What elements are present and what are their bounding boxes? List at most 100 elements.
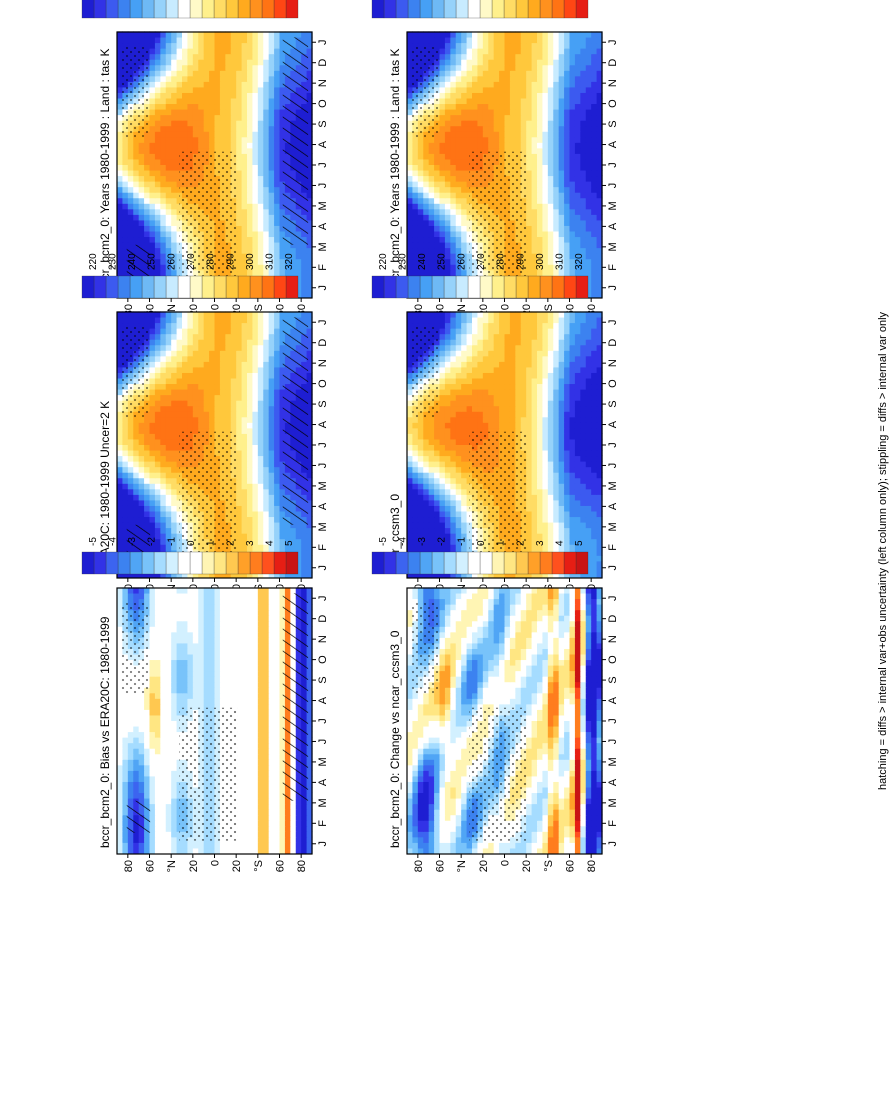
heatmap-cell [263, 136, 270, 143]
heatmap-cell [154, 731, 161, 738]
heatmap-cell [274, 797, 281, 805]
heatmap-cell [209, 64, 216, 71]
heatmap-cell [192, 53, 199, 60]
heatmap-cell [257, 103, 264, 110]
heatmap-cell [247, 472, 254, 479]
heatmap-cell [160, 759, 167, 766]
heatmap-cell [225, 97, 232, 105]
heatmap-cell [252, 742, 259, 749]
heatmap-cell [241, 169, 248, 177]
heatmap-cell [230, 75, 237, 82]
heatmap-cell [154, 247, 161, 254]
heatmap-cell [225, 339, 232, 346]
heatmap-cell [154, 383, 161, 390]
heatmap-cell [133, 698, 140, 705]
heatmap-cell [241, 731, 248, 738]
heatmap-cell [160, 422, 167, 429]
heatmap-cell [252, 92, 259, 99]
heatmap-cell [301, 803, 308, 810]
heatmap-cell [165, 648, 172, 655]
heatmap-cell [257, 527, 264, 534]
heatmap-cell [160, 803, 167, 810]
heatmap-cell [247, 192, 254, 199]
heatmap-cell [127, 499, 134, 506]
heatmap-cell [306, 258, 313, 265]
heatmap-cell [171, 59, 178, 66]
heatmap-cell [154, 753, 161, 760]
heatmap-cell [122, 192, 129, 199]
heatmap-cell [171, 344, 178, 351]
heatmap-cell [268, 388, 275, 396]
heatmap-cell [192, 698, 199, 705]
heatmap-cell [247, 333, 254, 340]
heatmap-cell [263, 383, 270, 390]
heatmap-cell [219, 366, 226, 373]
heatmap-cell [171, 339, 178, 346]
heatmap-cell [117, 698, 124, 705]
heatmap-cell [154, 125, 161, 132]
heatmap-cell [241, 814, 248, 821]
heatmap-cell [268, 444, 275, 451]
heatmap-cell [176, 339, 183, 346]
heatmap-cell [149, 103, 156, 110]
heatmap-cell [236, 344, 243, 351]
heatmap-cell [257, 831, 264, 838]
heatmap-cell [171, 164, 178, 171]
heatmap-cell [252, 659, 259, 666]
heatmap-cell [154, 792, 161, 799]
heatmap-cell [117, 225, 124, 232]
heatmap-cell [127, 169, 134, 177]
heatmap-cell [144, 709, 151, 716]
heatmap-cell [165, 461, 172, 468]
heatmap-cell [149, 192, 156, 199]
heatmap-cell [268, 169, 275, 177]
heatmap-cell [252, 114, 259, 121]
heatmap-cell [133, 714, 140, 721]
heatmap-cell [236, 48, 243, 55]
heatmap-cell [274, 361, 281, 368]
heatmap-cell [241, 714, 248, 721]
heatmap-cell [122, 792, 129, 799]
heatmap-cell [263, 411, 270, 418]
heatmap-cell [165, 731, 172, 738]
heatmap-cell [263, 753, 270, 760]
heatmap-cell [133, 455, 140, 462]
heatmap-cell [225, 377, 232, 385]
heatmap-cell [176, 42, 183, 49]
heatmap-cell [182, 328, 189, 335]
heatmap-cell [247, 120, 254, 127]
heatmap-cell [236, 377, 243, 385]
heatmap-cell [268, 214, 275, 221]
heatmap-cell [187, 377, 194, 385]
heatmap-cell [171, 36, 178, 44]
colorbar-swatch [177, 275, 191, 299]
heatmap-cell [263, 703, 270, 710]
heatmap-cell [160, 664, 167, 672]
heatmap-cell [192, 681, 199, 688]
heatmap-cell [198, 405, 205, 412]
heatmap-cell [198, 681, 205, 688]
heatmap-cell [257, 792, 264, 799]
heatmap-cell [263, 253, 270, 260]
heatmap-cell [133, 427, 140, 434]
heatmap-cell [219, 97, 226, 105]
heatmap-cell [247, 383, 254, 390]
heatmap-cell [263, 158, 270, 165]
heatmap-cell [241, 214, 248, 221]
heatmap-cell [187, 687, 194, 694]
heatmap-cell [149, 444, 156, 451]
heatmap-cell [284, 527, 291, 534]
heatmap-cell [133, 158, 140, 165]
heatmap-cell [263, 709, 270, 716]
heatmap-cell [165, 241, 172, 249]
heatmap-cell [252, 455, 259, 462]
heatmap-cell [133, 505, 140, 512]
heatmap-cell [149, 247, 156, 254]
heatmap-cell [257, 533, 264, 540]
heatmap-cell [176, 322, 183, 329]
heatmap-cell [160, 147, 167, 154]
heatmap-cell [192, 411, 199, 418]
heatmap-cell [284, 803, 291, 810]
heatmap-cell [154, 748, 161, 755]
heatmap-cell [274, 322, 281, 329]
